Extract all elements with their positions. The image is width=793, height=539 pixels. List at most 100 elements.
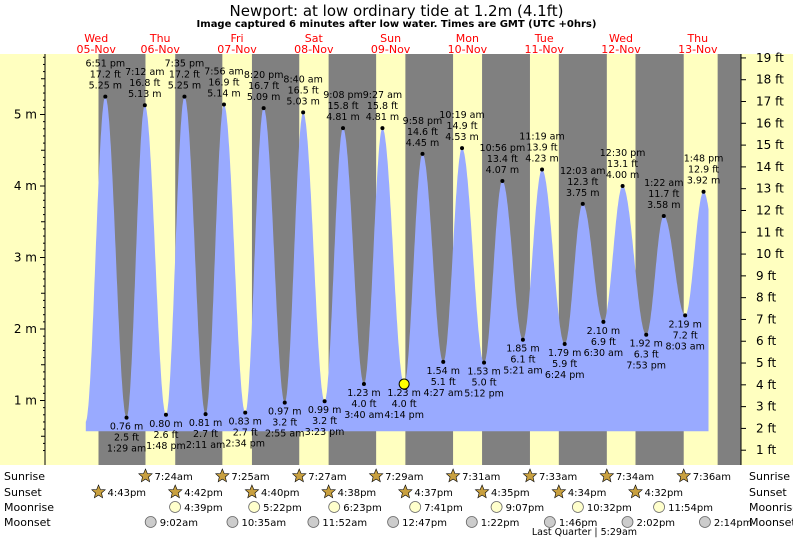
moonrise-event: 6:23pm [328, 501, 382, 514]
tide-label: 3.92 m [687, 176, 720, 187]
sunrise-event: 7:34am [599, 468, 654, 483]
sunset-event: 4:40pm [244, 484, 299, 499]
moon-icon [465, 516, 478, 528]
right-tick-label: 14 ft [756, 160, 784, 174]
tide-label: 4.53 m [445, 132, 478, 143]
day-name: Wed [609, 32, 633, 45]
tide-point [124, 415, 129, 420]
tide-label: 15.8 ft [367, 101, 398, 112]
tide-label: 3.58 m [647, 200, 680, 211]
tide-label: 1:29 am [107, 444, 146, 455]
right-tick-label: 15 ft [756, 138, 784, 152]
sunset-event: 4:32pm [628, 484, 683, 499]
moonset-time: 2:02pm [636, 518, 675, 529]
tide-point [701, 189, 706, 194]
tide-label: 4.45 m [406, 138, 439, 149]
tide-label: 5.25 m [168, 81, 201, 92]
day-name: Sat [305, 32, 324, 45]
moon-icon [144, 516, 157, 528]
day-date: 08-Nov [294, 43, 334, 56]
almanac-row-label-left: Moonset [4, 516, 51, 529]
moonset-time: 11:52am [322, 518, 367, 529]
tide-label: 11.7 ft [648, 189, 679, 200]
sunrise-event: 7:24am [138, 468, 193, 483]
day-labels: Wed05-NovThu06-NovFri07-NovSat08-NovSun0… [76, 32, 718, 56]
tide-label: 14.6 ft [407, 127, 438, 138]
moonrise-event: 5:22pm [248, 501, 302, 514]
sunrise-time: 7:24am [154, 472, 192, 483]
tide-label: 0.83 m [229, 417, 262, 428]
tide-label: 2.6 ft [153, 430, 178, 441]
sun-icon [91, 484, 106, 499]
moonset-time: 12:47pm [402, 518, 447, 529]
tide-point [482, 360, 487, 365]
sunset-time: 4:35pm [491, 488, 530, 499]
tide-label: 9:58 pm [403, 116, 443, 127]
tide-point [142, 103, 147, 108]
tide-point [261, 106, 266, 111]
moonset-time: 1:46pm [559, 518, 598, 529]
moon-icon [543, 516, 556, 528]
tide-point [341, 126, 346, 131]
tide-label: 5.0 ft [472, 378, 497, 389]
tide-label: 0.80 m [149, 419, 182, 430]
sun-icon [291, 468, 307, 483]
tide-label: 1.23 m [387, 388, 420, 399]
sunset-time: 4:34pm [568, 488, 607, 499]
tide-label: 3:40 am [344, 410, 383, 421]
tide-area [85, 96, 709, 432]
tide-label: 4.81 m [326, 112, 359, 123]
tide-label: 3.2 ft [272, 418, 297, 429]
day-name: Fri [230, 32, 243, 45]
tide-point [500, 178, 505, 183]
almanac-row-label-right: Moonset [749, 516, 793, 529]
low-tide-marker: 0.83 m2.7 ft2:34 pm [225, 410, 265, 450]
tide-point [380, 126, 385, 131]
sunrise-time: 7:27am [308, 472, 346, 483]
tide-point [460, 146, 465, 151]
tide-label: 9:08 pm [323, 90, 363, 101]
tide-label: 1.23 m [347, 388, 380, 399]
left-tick-label: 2 m [14, 322, 37, 336]
tide-point [661, 214, 666, 219]
tide-label: 4:27 am [424, 388, 463, 399]
right-tick-label: 17 ft [756, 95, 784, 109]
moon-icon [248, 501, 261, 513]
sun-icon [628, 484, 643, 499]
tide-label: 2:55 am [265, 429, 304, 440]
low-tide-marker: 2.10 m6.9 ft6:30 am [584, 319, 623, 359]
tide-label: 2.19 m [668, 319, 701, 330]
tide-label: 5.09 m [247, 92, 280, 103]
low-tide-marker: 1.54 m5.1 ft4:27 am [424, 359, 463, 399]
tide-point [420, 151, 425, 156]
tide-label: 5:21 am [503, 366, 542, 377]
tide-label: 12.3 ft [567, 177, 598, 188]
low-tide-marker: 0.81 m2.7 ft2:11 am [186, 412, 225, 451]
day-name: Tue [534, 32, 554, 45]
day-date: 13-Nov [678, 43, 718, 56]
day-date: 12-Nov [601, 43, 641, 56]
tide-point [580, 201, 585, 206]
sunrise-event: 7:33am [522, 468, 577, 483]
tide-point [620, 184, 625, 188]
chart-title: Newport: at low ordinary tide at 1.2m (4… [229, 2, 564, 20]
tide-label: 8:03 am [665, 341, 704, 352]
tide-label: 0.99 m [308, 405, 341, 416]
almanac-row-label-right: Sunset [749, 486, 787, 499]
sunset-time: 4:38pm [338, 488, 377, 499]
moonrise-event: 9:07pm [490, 501, 544, 514]
right-tick-label: 8 ft [756, 291, 776, 305]
moonrise-event: 11:54pm [653, 501, 713, 514]
tide-label: 13.1 ft [607, 159, 638, 170]
tide-label: 16.9 ft [208, 77, 239, 88]
left-margin [0, 54, 45, 465]
moonrise-time: 7:41pm [424, 503, 463, 514]
